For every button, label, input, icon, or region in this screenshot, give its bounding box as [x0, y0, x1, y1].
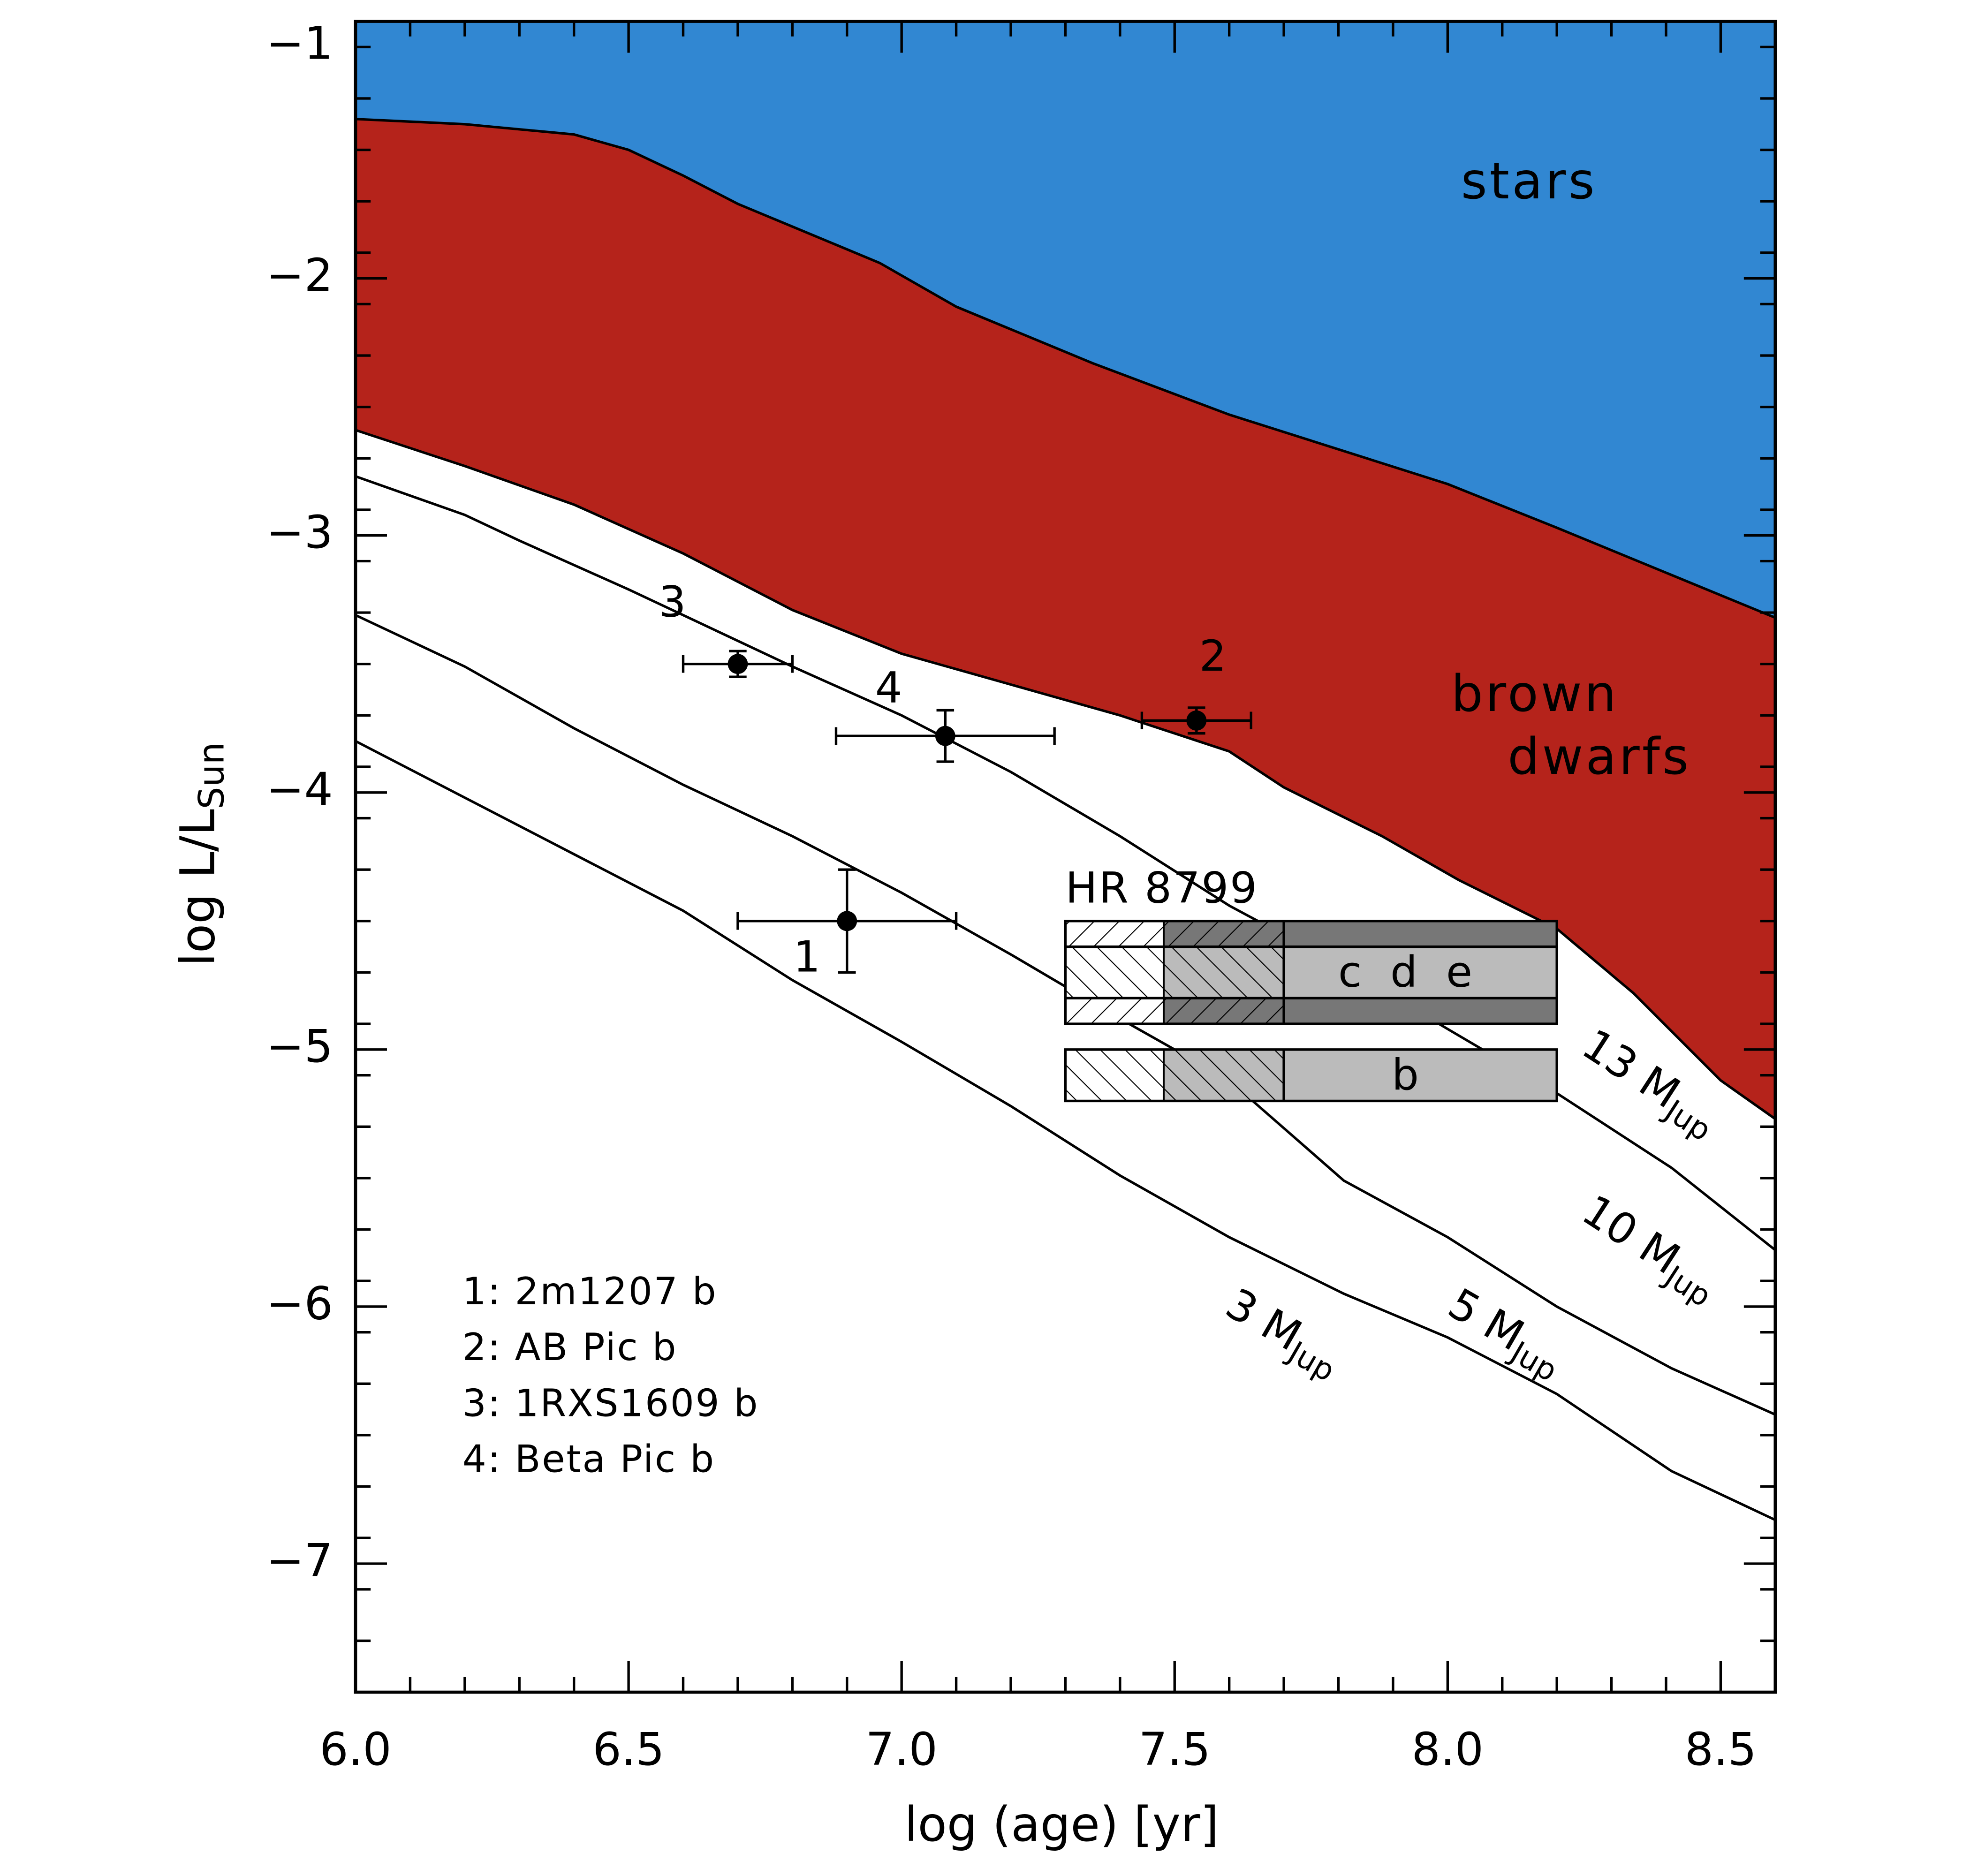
x-tick-label: 7.5	[1139, 1723, 1211, 1776]
x-tick-label: 8.5	[1685, 1723, 1757, 1776]
x-tick-label: 6.5	[592, 1723, 664, 1776]
y-tick-label: −3	[266, 506, 333, 559]
data-point	[727, 654, 748, 674]
hr8799-box-segment	[1284, 1049, 1557, 1101]
data-point	[935, 726, 955, 746]
hr8799-box-outline	[1064, 945, 1558, 999]
y-tick-label: −6	[266, 1277, 333, 1330]
mass-track	[356, 740, 1775, 1521]
y-tick-label: −7	[266, 1534, 333, 1587]
hr8799-box-label: b	[1392, 1050, 1426, 1100]
point-label: 4	[875, 663, 902, 713]
hr8799-box-outline	[1064, 1048, 1558, 1103]
x-tick-label: 6.0	[319, 1723, 391, 1776]
x-axis-label: log (age) [yr]	[904, 1797, 1219, 1853]
legend-entry: 1: 2m1207 b	[462, 1269, 718, 1313]
data-point	[837, 911, 857, 931]
track-label: 5 MJup	[1438, 1278, 1573, 1388]
plot-area	[356, 21, 1775, 1521]
x-tick-label: 7.0	[866, 1723, 938, 1776]
y-tick-label: −2	[266, 249, 333, 302]
legend-entry: 2: AB Pic b	[462, 1325, 678, 1369]
hr8799-box-hatch	[1065, 946, 1164, 999]
y-axis-label-sub: Sun	[190, 742, 232, 809]
y-tick-label: −4	[266, 763, 333, 816]
y-axis-label-main: log L/L	[170, 809, 226, 966]
data-point	[1186, 710, 1207, 731]
stars-boundary	[356, 118, 1775, 619]
hr8799-box-hatch	[1163, 1049, 1284, 1101]
point-label: 3	[659, 577, 686, 627]
point-label: 2	[1199, 631, 1227, 681]
hr8799-label: HR 8799	[1065, 863, 1258, 913]
legend-entry: 4: Beta Pic b	[462, 1437, 715, 1481]
track-label: 3 MJup	[1215, 1278, 1351, 1388]
track-label: 10 MJup	[1571, 1185, 1728, 1314]
legend-entry: 3: 1RXS1609 b	[462, 1381, 759, 1425]
stars-region	[356, 21, 1775, 618]
hr8799-box-label: c d e	[1338, 947, 1480, 997]
mass-track	[356, 429, 1775, 1120]
y-tick-label: −5	[266, 1020, 333, 1073]
hr8799-box-hatch	[1163, 946, 1284, 999]
y-tick-label: −1	[266, 17, 333, 69]
y-axis-label: log L/LSun	[170, 742, 231, 967]
hr8799-box-segment	[1284, 946, 1557, 999]
region-label: brown	[1451, 665, 1619, 723]
point-label: 1	[793, 932, 820, 982]
region-label: stars	[1461, 152, 1597, 211]
region-label: dwarfs	[1508, 728, 1691, 786]
hr8799-box-hatch	[1065, 1049, 1164, 1101]
x-tick-label: 8.0	[1412, 1723, 1484, 1776]
